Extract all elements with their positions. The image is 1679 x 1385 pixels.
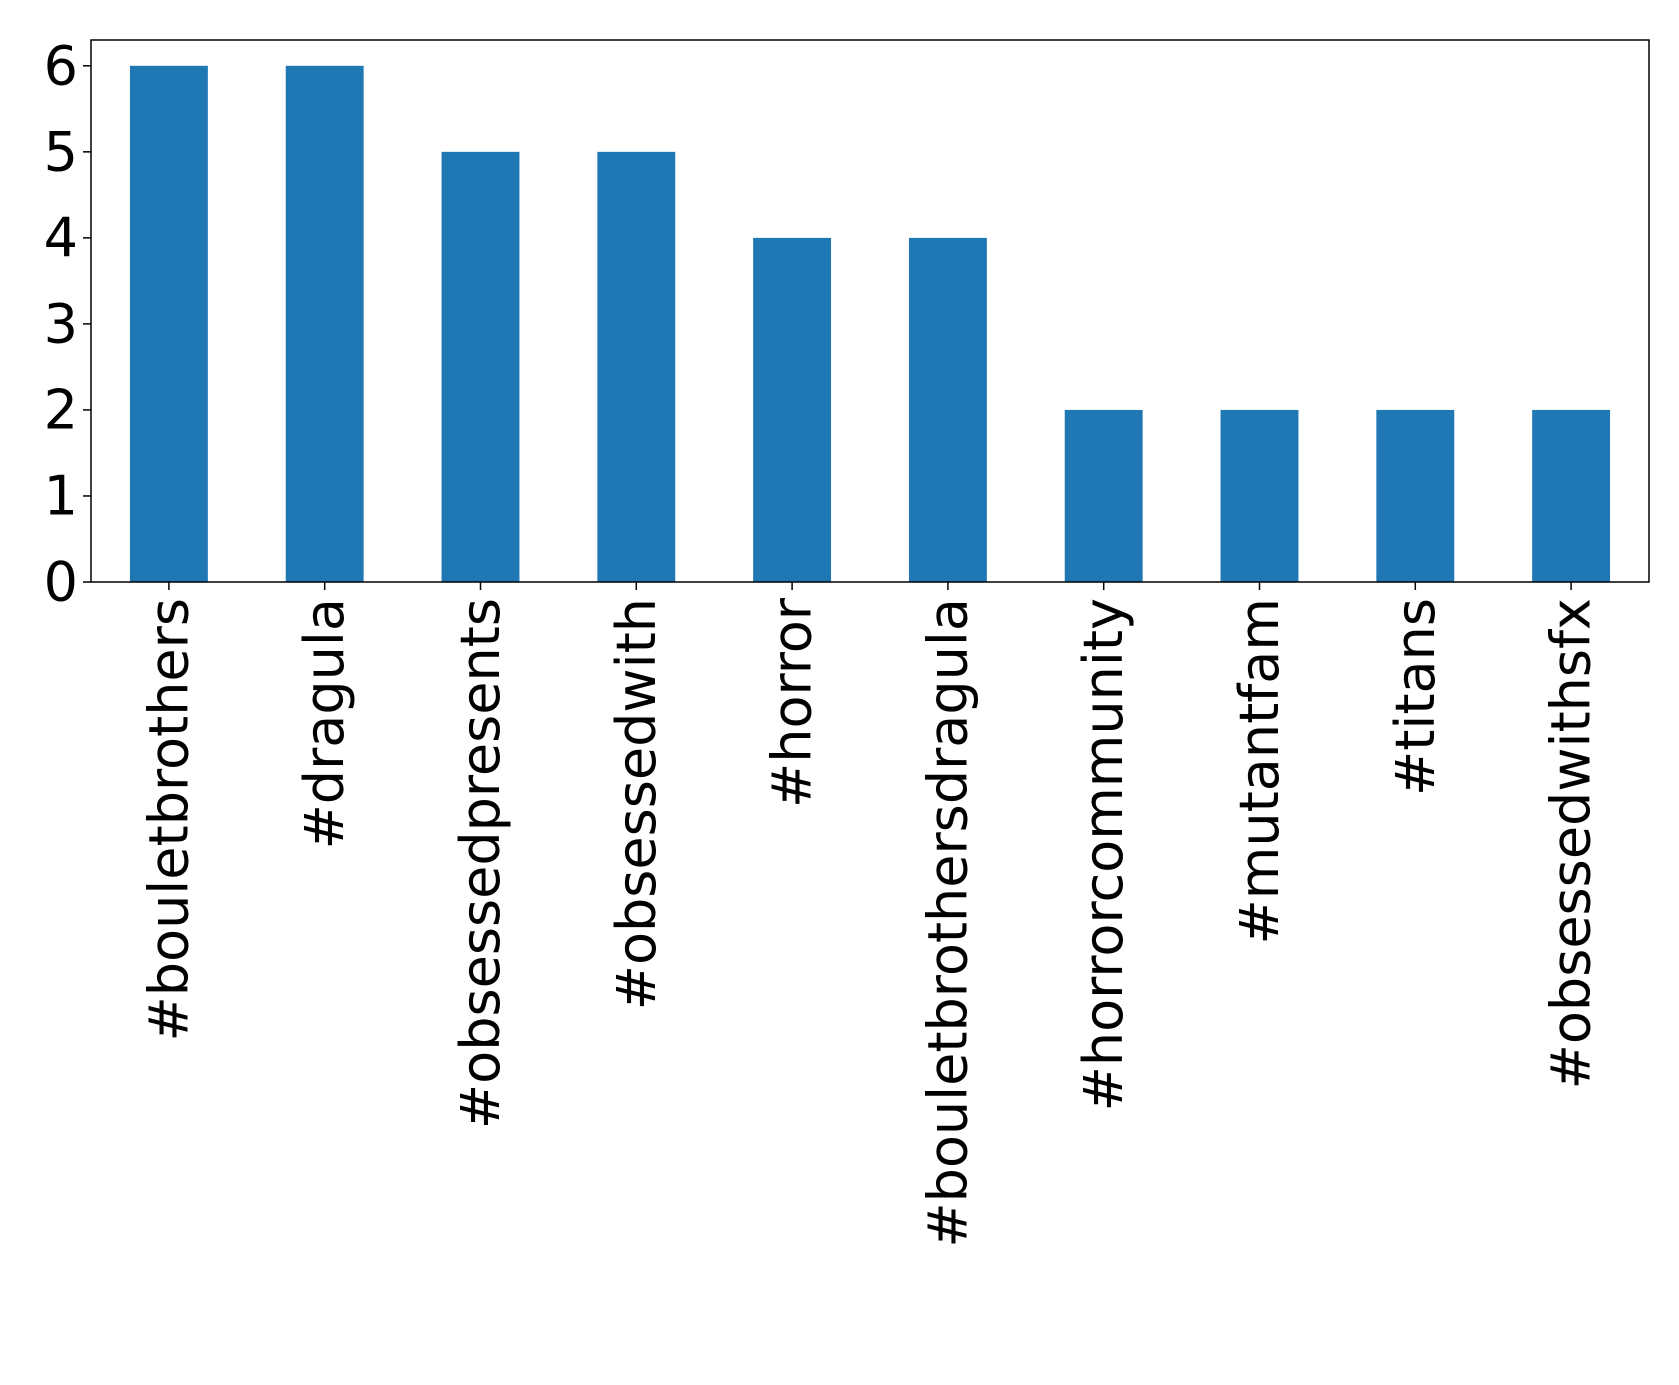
y-tick-label: 2	[44, 378, 78, 441]
bar	[1376, 409, 1455, 582]
x-tick-label: #obsessedpresents	[449, 598, 512, 1129]
y-tick-label: 3	[44, 292, 78, 355]
bar	[285, 65, 364, 583]
x-tick-label: #obsessedwithsfx	[1540, 598, 1603, 1089]
y-tick-label: 4	[44, 206, 78, 269]
plot-frame	[90, 39, 1650, 583]
x-tick-label: #obsessedwith	[605, 598, 668, 1010]
x-tick-label: #bouletbrothers	[137, 598, 200, 1041]
bar	[908, 237, 987, 582]
bar	[1064, 409, 1143, 582]
y-tick-label: 5	[44, 120, 78, 183]
y-tick-label: 0	[44, 551, 78, 614]
bar	[1220, 409, 1299, 582]
x-tick-label: #titans	[1384, 598, 1447, 796]
x-axis: #bouletbrothers #dragula #obsessedpresents…	[137, 582, 1603, 1248]
bar	[1532, 409, 1611, 582]
x-tick-label: #bouletbrothersdragula	[916, 598, 979, 1248]
bar	[129, 65, 208, 583]
bar	[441, 151, 520, 583]
y-tick-label: 1	[44, 464, 78, 527]
x-tick-label: #horrorcommunity	[1072, 598, 1135, 1111]
x-tick-label: #horror	[761, 597, 824, 808]
y-tick-label: 6	[44, 34, 78, 97]
bar	[753, 237, 832, 582]
bar	[597, 151, 676, 583]
bars-layer	[129, 65, 1611, 583]
x-tick-label: #mutantfam	[1228, 598, 1291, 944]
y-axis: 0 1 2 3 4 5 6	[44, 34, 91, 614]
x-tick-label: #dragula	[293, 598, 356, 849]
